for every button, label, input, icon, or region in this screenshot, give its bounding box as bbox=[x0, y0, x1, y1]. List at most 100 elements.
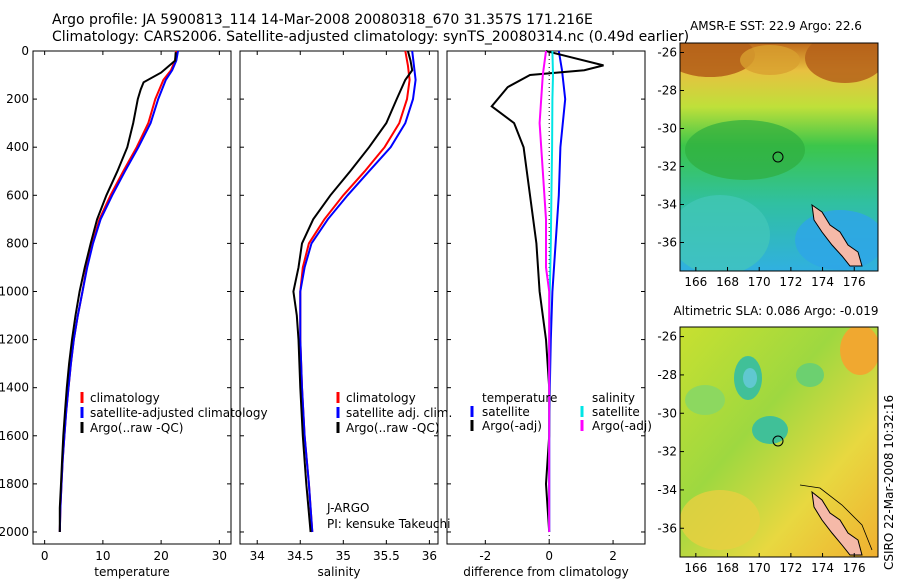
difference-x-tick-label: 0 bbox=[545, 549, 553, 563]
salinity-series-line bbox=[299, 50, 417, 533]
plot-title-line2: Climatology: CARS2006. Satellite-adjuste… bbox=[52, 29, 690, 45]
salinity-x-tick-label: 35 bbox=[336, 549, 351, 563]
difference-legend-header: temperature bbox=[482, 391, 557, 405]
temperature-panel: 0 10 20 30 0 200 400 600 800 1000 1200 1400 1600 1800… bbox=[0, 44, 268, 579]
temperature-series-line bbox=[58, 50, 179, 533]
sst-map-x-tick-label: 176 bbox=[843, 275, 866, 289]
temperature-x-axis-label: temperature bbox=[94, 565, 169, 579]
salinity-panel: 34 34.5 35 35.5 36 salinity climatologysatelli… bbox=[239, 50, 452, 579]
sla-map: Altimetric SLA: 0.086 Argo: -0.019 166 16… bbox=[657, 304, 879, 575]
sla-map-y-tick-label: -34 bbox=[657, 483, 677, 497]
sst-map-x-tick-label: 172 bbox=[779, 275, 802, 289]
sst-map-y-tick-label: -30 bbox=[657, 122, 677, 136]
sst-new-zealand-land bbox=[811, 203, 863, 267]
sla-map-x-tick-label: 174 bbox=[811, 561, 834, 575]
sla-low-patch bbox=[752, 416, 788, 444]
sst-cool-patch bbox=[680, 195, 770, 271]
salinity-annotation-line1: J-ARGO bbox=[326, 501, 369, 515]
side-credit: CSIRO 22-Mar-2008 10:32:16 bbox=[882, 395, 896, 570]
salinity-x-tick-label: 34 bbox=[250, 549, 265, 563]
sst-warm-patch bbox=[805, 43, 878, 83]
sst-map-frame bbox=[679, 42, 879, 272]
sla-map-title: Altimetric SLA: 0.086 Argo: -0.019 bbox=[673, 304, 878, 318]
sla-profile-marker bbox=[772, 435, 784, 447]
difference-x-axis-label: difference from climatology bbox=[463, 565, 629, 579]
salinity-legend-label: Argo(..raw -QC) bbox=[346, 421, 439, 435]
sst-map-y-tick-label: -34 bbox=[657, 198, 677, 212]
temperature-legend-label: climatology bbox=[90, 391, 160, 405]
salinity-x-tick-label: 34.5 bbox=[287, 549, 314, 563]
sst-map-x-tick-label: 170 bbox=[748, 275, 771, 289]
depth-tick-label: 1400 bbox=[0, 381, 29, 395]
difference-x-tick-label: -2 bbox=[479, 549, 491, 563]
sla-map-x-tick-label: 166 bbox=[684, 561, 707, 575]
salinity-series-line bbox=[299, 50, 411, 533]
difference-panel: -2 0 2 difference from climatology temperatu… bbox=[446, 50, 652, 579]
sst-map-y-tick-label: -28 bbox=[657, 84, 677, 98]
difference-legend-label: satellite bbox=[482, 405, 530, 419]
difference-series-line bbox=[538, 50, 551, 532]
temperature-x-tick-label: 10 bbox=[95, 549, 110, 563]
sst-cool-patch bbox=[685, 120, 805, 180]
salinity-axes-frame bbox=[239, 50, 439, 545]
sla-map-x-tick-label: 170 bbox=[748, 561, 771, 575]
sst-profile-marker bbox=[772, 151, 784, 163]
sla-map-y-tick-label: -28 bbox=[657, 368, 677, 382]
difference-x-tick-label: 2 bbox=[609, 549, 617, 563]
sst-map-y-tick-label: -36 bbox=[657, 236, 677, 250]
depth-tick-label: 1200 bbox=[0, 333, 29, 347]
sla-high-patch bbox=[680, 490, 760, 550]
difference-legend-label: satellite bbox=[592, 405, 640, 419]
sla-map-x-tick-label: 176 bbox=[843, 561, 866, 575]
sla-map-axes: 166 168 170 172 174 176 -26 -28 -30 -32 -34 -36 bbox=[657, 330, 865, 575]
sst-map: AMSR-E SST: 22.9 Argo: 22.6 166 168 170 172… bbox=[657, 19, 879, 290]
salinity-x-tick-label: 36 bbox=[422, 549, 437, 563]
sla-map-y-tick-label: -36 bbox=[657, 521, 677, 535]
sst-warm-patch bbox=[680, 43, 755, 77]
salinity-x-axis-label: salinity bbox=[317, 565, 360, 579]
temperature-x-tick-label: 20 bbox=[153, 549, 168, 563]
sst-map-x-tick-label: 174 bbox=[811, 275, 834, 289]
sst-map-y-tick-label: -26 bbox=[657, 46, 677, 60]
temperature-x-tick-label: 30 bbox=[212, 549, 227, 563]
sla-high-patch bbox=[840, 327, 878, 375]
depth-tick-label: 600 bbox=[6, 188, 29, 202]
difference-legend-header: salinity bbox=[592, 391, 635, 405]
sla-bathymetry-contour bbox=[799, 484, 873, 551]
sst-map-title: AMSR-E SST: 22.9 Argo: 22.6 bbox=[690, 19, 862, 33]
salinity-legend-label: climatology bbox=[346, 391, 416, 405]
sla-low-patch bbox=[743, 368, 757, 388]
sla-map-y-tick-label: -32 bbox=[657, 445, 677, 459]
depth-tick-label: 400 bbox=[6, 140, 29, 154]
depth-tick-label: 1000 bbox=[0, 284, 29, 298]
sla-new-zealand-land bbox=[811, 490, 863, 556]
depth-tick-label: 1800 bbox=[0, 477, 29, 491]
difference-legend-label: Argo(-adj) bbox=[482, 419, 542, 433]
sla-map-y-tick-label: -30 bbox=[657, 406, 677, 420]
temperature-series-line bbox=[58, 50, 178, 533]
sst-map-x-tick-label: 168 bbox=[716, 275, 739, 289]
sst-map-y-tick-label: -32 bbox=[657, 160, 677, 174]
temperature-axes-frame bbox=[32, 50, 232, 545]
sla-low-patch bbox=[796, 363, 824, 387]
depth-tick-label: 0 bbox=[21, 44, 29, 58]
sla-map-x-tick-label: 172 bbox=[779, 561, 802, 575]
salinity-legend-label: satellite adj. clim. bbox=[346, 406, 452, 420]
sst-map-axes: 166 168 170 172 174 176 -26 -28 -30 -32 -34 -36 bbox=[657, 46, 865, 290]
sla-map-frame bbox=[679, 326, 879, 558]
sla-map-y-tick-label: -26 bbox=[657, 330, 677, 344]
sla-map-x-tick-label: 168 bbox=[716, 561, 739, 575]
temperature-legend-label: satellite-adjusted climatology bbox=[90, 406, 268, 420]
difference-series-line bbox=[490, 50, 604, 533]
temperature-legend-label: Argo(..raw -QC) bbox=[90, 421, 183, 435]
sst-map-x-tick-label: 166 bbox=[684, 275, 707, 289]
depth-tick-label: 2000 bbox=[0, 525, 29, 539]
sla-low-patch bbox=[685, 385, 725, 415]
sst-warm-patch bbox=[740, 45, 800, 75]
salinity-x-tick-label: 35.5 bbox=[373, 549, 400, 563]
depth-tick-label: 200 bbox=[6, 92, 29, 106]
temperature-series-line bbox=[58, 52, 177, 532]
salinity-series-line bbox=[292, 50, 414, 533]
depth-tick-label: 1600 bbox=[0, 429, 29, 443]
temperature-x-tick-label: 0 bbox=[41, 549, 49, 563]
